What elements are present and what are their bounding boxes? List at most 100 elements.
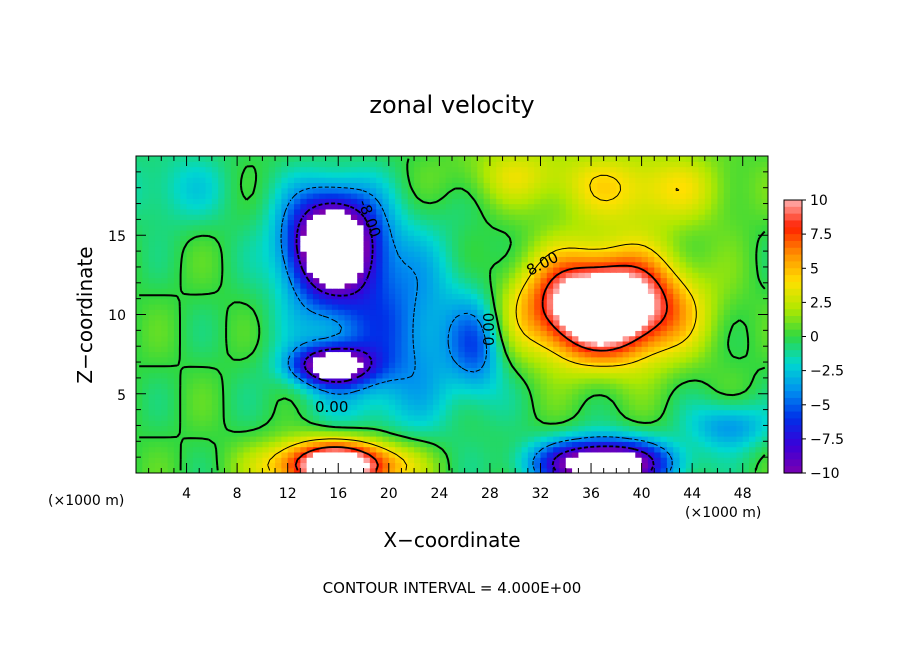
heatmap-cell — [243, 377, 251, 384]
heatmap-cell — [161, 277, 169, 284]
heatmap-cell — [331, 309, 339, 316]
heatmap-cell — [540, 303, 548, 310]
heatmap-cell — [521, 367, 529, 374]
heatmap-cell — [256, 298, 263, 305]
heatmap-cell — [464, 224, 472, 231]
heatmap-cell — [426, 303, 434, 310]
heatmap-cell — [426, 425, 434, 432]
heatmap-cell — [192, 414, 200, 421]
heatmap-cell — [736, 335, 744, 342]
heatmap-cell — [755, 330, 763, 337]
heatmap-cell — [376, 319, 384, 326]
heatmap-cell — [635, 404, 643, 411]
heatmap-cell — [287, 372, 295, 379]
heatmap-cell — [199, 462, 207, 469]
heatmap-cell — [433, 261, 440, 268]
heatmap-cell — [527, 219, 535, 226]
heatmap-cell — [426, 436, 434, 442]
heatmap-cell — [325, 446, 333, 453]
heatmap-cell — [230, 362, 238, 368]
heatmap-cell — [363, 256, 371, 263]
heatmap-cell — [205, 372, 213, 379]
heatmap-cell — [622, 251, 630, 257]
heatmap-cell — [610, 235, 617, 242]
heatmap-cell — [603, 372, 611, 379]
heatmap-cell — [256, 214, 263, 220]
heatmap-cell — [527, 214, 535, 220]
heatmap-cell — [249, 240, 257, 247]
heatmap-cell — [603, 256, 611, 263]
heatmap-cell — [401, 430, 409, 437]
heatmap-cell — [211, 367, 219, 374]
heatmap-cell — [294, 219, 301, 226]
heatmap-cell — [527, 330, 535, 337]
heatmap-cell — [477, 235, 485, 242]
heatmap-cell — [597, 340, 605, 347]
heatmap-cell — [591, 340, 598, 347]
heatmap-cell — [268, 409, 276, 416]
heatmap-cell — [565, 240, 573, 247]
heatmap-cell — [717, 272, 725, 279]
heatmap-cell — [230, 330, 238, 337]
heatmap-cell — [572, 383, 579, 390]
heatmap-cell — [641, 414, 649, 421]
heatmap-cell — [180, 277, 188, 284]
heatmap-cell — [142, 235, 150, 242]
heatmap-cell — [445, 303, 453, 310]
heatmap-cell — [180, 282, 188, 289]
heatmap-cell — [357, 261, 365, 268]
heatmap-cell — [268, 303, 276, 310]
heatmap-cell — [363, 272, 371, 279]
heatmap-cell — [673, 377, 681, 384]
heatmap-cell — [249, 214, 257, 220]
heatmap-cell — [401, 404, 409, 411]
heatmap-cell — [414, 425, 421, 432]
heatmap-cell — [679, 377, 687, 384]
heatmap-cell — [496, 346, 504, 353]
heatmap-cell — [540, 393, 548, 400]
heatmap-cell — [483, 288, 491, 294]
heatmap-cell — [199, 240, 207, 247]
heatmap-cell — [262, 282, 270, 289]
heatmap-cell — [338, 298, 346, 305]
heatmap-cell — [540, 240, 548, 247]
heatmap-cell — [167, 425, 175, 432]
heatmap-cell — [452, 219, 459, 226]
heatmap-cell — [192, 272, 200, 279]
heatmap-cell — [382, 436, 390, 442]
heatmap-cell — [755, 240, 763, 247]
heatmap-cell — [477, 224, 485, 231]
heatmap-cell — [755, 346, 763, 353]
heatmap-cell — [572, 346, 579, 353]
heatmap-cell — [584, 414, 592, 421]
heatmap-cell — [136, 356, 143, 363]
heatmap-cell — [616, 266, 624, 273]
heatmap-cell — [142, 383, 150, 390]
heatmap-cell — [433, 388, 440, 395]
heatmap-cell — [641, 467, 649, 473]
heatmap-cell — [243, 282, 251, 289]
heatmap-cell — [199, 414, 207, 421]
heatmap-cell — [578, 224, 586, 231]
heatmap-cell — [559, 224, 567, 231]
heatmap-cell — [180, 441, 188, 448]
heatmap-cell — [711, 436, 719, 442]
heatmap-cell — [192, 309, 200, 316]
heatmap-cell — [572, 235, 579, 242]
heatmap-cell — [635, 251, 643, 257]
heatmap-cell — [755, 436, 763, 442]
heatmap-cell — [224, 293, 232, 300]
heatmap-cell — [180, 330, 188, 337]
heatmap-cell — [142, 214, 150, 220]
heatmap-cell — [628, 319, 636, 326]
heatmap-cell — [306, 388, 314, 395]
heatmap-cell — [230, 282, 238, 289]
heatmap-cell — [464, 277, 472, 284]
heatmap-cell — [635, 240, 643, 247]
heatmap-cell — [749, 420, 756, 427]
heatmap-cell — [597, 367, 605, 374]
heatmap-cell — [268, 335, 276, 342]
heatmap-cell — [205, 367, 213, 374]
heatmap-cell — [477, 414, 485, 421]
heatmap-cell — [230, 266, 238, 273]
